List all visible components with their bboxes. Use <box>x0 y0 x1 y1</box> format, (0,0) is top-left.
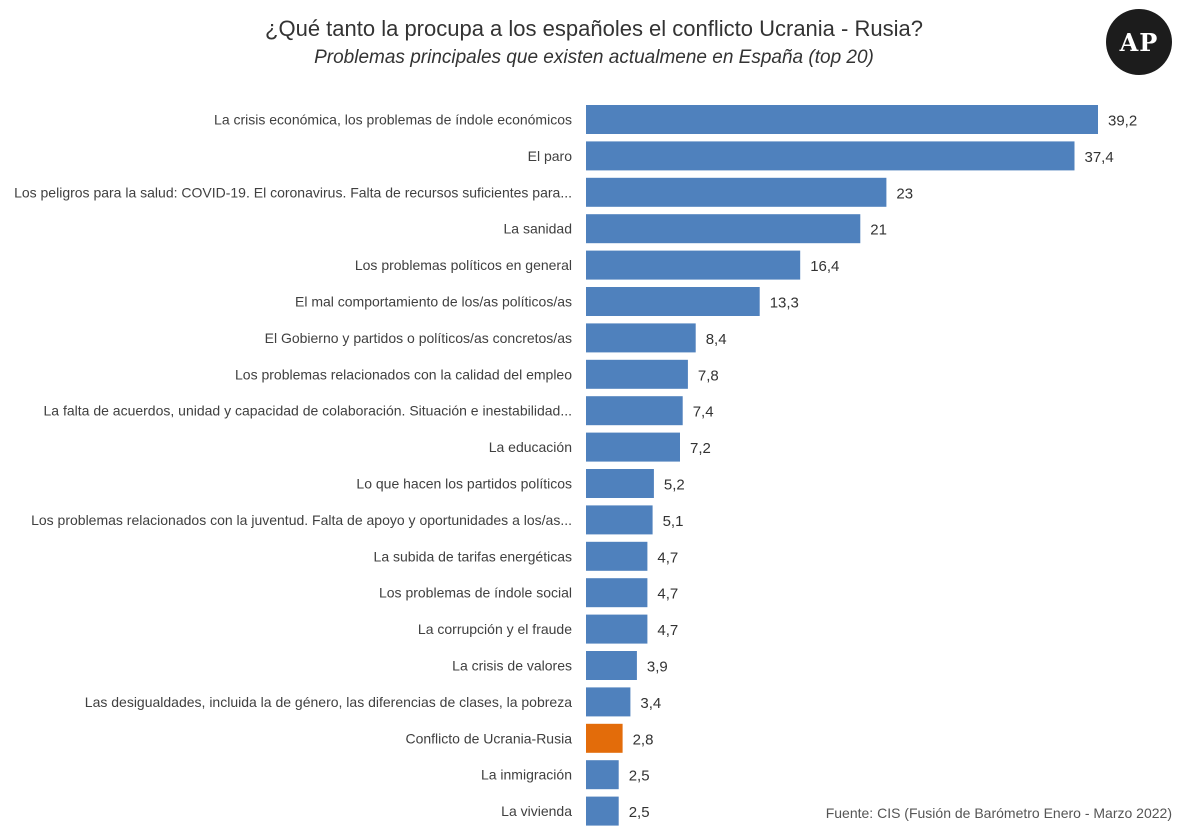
value-label-9: 7,2 <box>690 440 711 457</box>
category-label-15: La crisis de valores <box>452 658 572 674</box>
value-label-3: 21 <box>870 222 887 239</box>
bar-11 <box>586 505 653 535</box>
value-label-8: 7,4 <box>693 404 714 421</box>
value-label-10: 5,2 <box>664 477 685 494</box>
value-label-16: 3,4 <box>640 695 661 712</box>
bar-0 <box>586 105 1098 134</box>
value-label-15: 3,9 <box>647 659 668 676</box>
category-label-8: La falta de acuerdos, unidad y capacidad… <box>44 403 572 419</box>
chart-subtitle: Problemas principales que existen actual… <box>314 47 874 68</box>
value-label-18: 2,5 <box>629 768 650 785</box>
category-label-12: La subida de tarifas energéticas <box>374 548 572 564</box>
chart-title: ¿Qué tanto la procupa a los españoles el… <box>265 16 923 41</box>
ap-logo: AP <box>1106 9 1172 75</box>
category-label-11: Los problemas relacionados con la juvent… <box>31 512 572 528</box>
bar-16 <box>586 687 631 717</box>
category-label-1: El paro <box>528 148 573 164</box>
value-label-12: 4,7 <box>657 549 678 566</box>
category-label-16: Las desigualdades, incluida la de género… <box>85 694 572 710</box>
category-label-7: Los problemas relacionados con la calida… <box>235 366 572 382</box>
value-label-19: 2,5 <box>629 804 650 821</box>
value-label-17: 2,8 <box>633 731 654 748</box>
category-label-13: Los problemas de índole social <box>379 585 572 601</box>
bar-15 <box>586 651 637 680</box>
source-note: Fuente: CIS (Fusión de Barómetro Enero -… <box>825 805 1172 821</box>
bar-3 <box>586 214 861 244</box>
category-label-4: Los problemas políticos en general <box>355 257 572 273</box>
bar-6 <box>586 323 696 353</box>
category-label-9: La educación <box>489 439 572 455</box>
value-label-14: 4,7 <box>657 622 678 639</box>
category-label-14: La corrupción y el fraude <box>418 621 572 637</box>
value-label-7: 7,8 <box>698 367 719 384</box>
bar-1 <box>586 141 1075 171</box>
category-label-17: Conflicto de Ucrania-Rusia <box>405 730 572 746</box>
category-label-19: La vivienda <box>501 803 572 819</box>
category-label-2: Los peligros para la salud: COVID-19. El… <box>14 184 572 200</box>
value-label-1: 37,4 <box>1085 149 1114 166</box>
category-label-3: La sanidad <box>503 221 572 237</box>
bar-8 <box>586 396 683 426</box>
bar-4 <box>586 250 801 280</box>
value-label-13: 4,7 <box>657 586 678 603</box>
bar-2 <box>586 177 887 207</box>
category-label-6: El Gobierno y partidos o políticos/as co… <box>265 330 572 346</box>
bar-18 <box>586 760 619 790</box>
bar-5 <box>586 287 760 316</box>
value-label-4: 16,4 <box>810 258 839 275</box>
bar-7 <box>586 359 688 389</box>
category-label-18: La inmigración <box>481 767 572 783</box>
bar-12 <box>586 541 648 571</box>
bar-10 <box>586 469 654 498</box>
bar-14 <box>586 614 648 644</box>
value-label-11: 5,1 <box>663 513 684 530</box>
value-label-5: 13,3 <box>770 295 799 312</box>
category-label-0: La crisis económica, los problemas de ín… <box>214 112 572 128</box>
bar-17 <box>586 723 623 753</box>
value-label-6: 8,4 <box>706 331 727 348</box>
bar-19 <box>586 796 619 826</box>
category-label-10: Lo que hacen los partidos políticos <box>356 476 572 492</box>
category-label-5: El mal comportamiento de los/as político… <box>295 294 572 310</box>
value-label-0: 39,2 <box>1108 113 1137 130</box>
bar-13 <box>586 578 648 608</box>
value-label-2: 23 <box>896 185 913 202</box>
bar-9 <box>586 432 680 462</box>
